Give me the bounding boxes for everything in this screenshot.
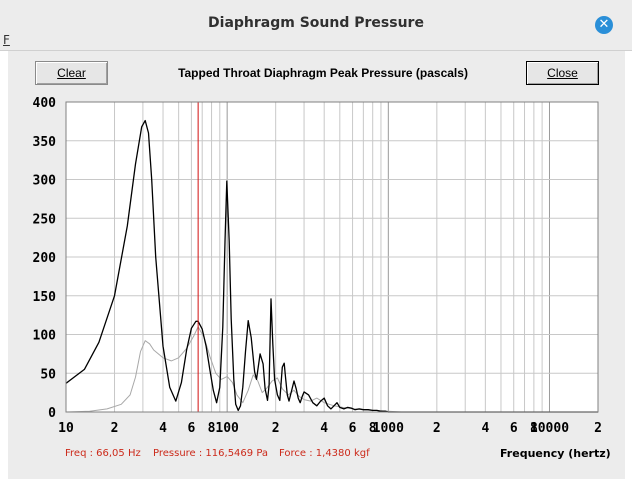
y-tick-label: 400 [33, 96, 57, 111]
y-tick-label: 0 [48, 406, 56, 421]
close-button[interactable]: Close [526, 61, 599, 85]
x-tick-label: 6 [349, 421, 357, 436]
close-button-label: Close [547, 66, 578, 80]
y-tick-label: 50 [40, 367, 56, 382]
x-tick-label: 2 [111, 421, 119, 436]
dialog-content: Clear Tapped Throat Diaphragm Peak Press… [8, 51, 625, 479]
status-frequency: Freq : 66,05 Hz [65, 448, 141, 459]
x-tick-label: 2 [594, 421, 602, 436]
x-tick-label: 1000 [373, 421, 404, 436]
series-line-secondary [65, 326, 598, 413]
x-tick-label: 4 [320, 421, 328, 436]
x-tick-label: 10 [58, 421, 74, 436]
menu-file-stub[interactable]: F [3, 33, 10, 47]
x-axis-title: Frequency (hertz) [500, 447, 611, 460]
status-pressure: Pressure : 116,5469 Pa [153, 448, 269, 459]
x-tick-label: 100 [215, 421, 239, 436]
x-tick-label: 2 [433, 421, 441, 436]
plot-title: Tapped Throat Diaphragm Peak Pressure (p… [178, 66, 468, 80]
window-close-icon[interactable]: ✕ [595, 16, 613, 34]
y-tick-label: 200 [33, 251, 57, 266]
y-tick-label: 300 [33, 174, 57, 189]
x-tick-label: 4 [159, 421, 167, 436]
plot-frame [65, 101, 599, 413]
x-tick-label: 2 [272, 421, 280, 436]
y-tick-label: 350 [33, 135, 57, 150]
clear-button[interactable]: Clear [35, 61, 108, 85]
series-line-main [65, 119, 598, 413]
x-tick-label: 8 [208, 421, 216, 436]
x-tick-label: 6 [187, 421, 195, 436]
x-tick-label: 8 [530, 421, 538, 436]
x-tick-label: 4 [481, 421, 489, 436]
status-force: Force : 1,4380 kgf [279, 448, 370, 459]
x-tick-label: 8 [369, 421, 377, 436]
window-titlebar: Diaphragm Sound Pressure ✕ F [0, 0, 632, 51]
y-tick-label: 250 [33, 212, 57, 227]
x-tick-label: 10000 [530, 421, 569, 436]
x-tick-label: 6 [510, 421, 518, 436]
y-tick-label: 100 [33, 329, 57, 344]
y-tick-label: 150 [33, 290, 57, 305]
window-title: Diaphragm Sound Pressure [208, 15, 424, 31]
clear-button-label: Clear [57, 66, 86, 80]
